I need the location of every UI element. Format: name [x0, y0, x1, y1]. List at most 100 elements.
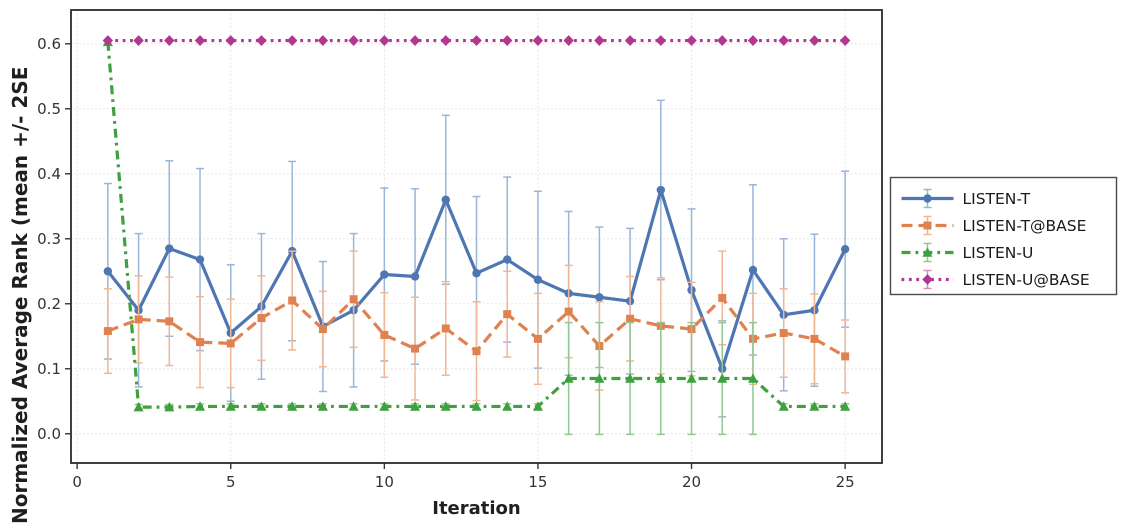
marker-square — [626, 314, 635, 323]
marker-circle — [656, 185, 666, 195]
marker-square — [288, 296, 297, 305]
marker-square — [533, 334, 542, 343]
marker-diamond — [256, 35, 267, 46]
marker-diamond — [471, 35, 482, 46]
legend-item-listen-u@base: LISTEN-U@BASE — [901, 269, 1090, 290]
legend-label: LISTEN-U — [963, 244, 1034, 262]
marker-diamond — [102, 35, 114, 46]
series-listen-u — [102, 36, 851, 436]
markers-listen-u@base — [102, 35, 851, 46]
marker-triangle — [747, 373, 758, 383]
marker-diamond — [839, 35, 851, 46]
marker-triangle — [502, 401, 513, 411]
x-axis-label: Iteration — [432, 498, 521, 519]
marker-triangle — [594, 373, 605, 383]
legend-label: LISTEN-U@BASE — [963, 271, 1090, 289]
x-tick-label: 0 — [72, 473, 82, 491]
marker-diamond — [440, 35, 451, 46]
marker-square — [841, 352, 850, 361]
marker-circle — [410, 272, 420, 281]
marker-triangle — [379, 401, 390, 411]
marker-square — [564, 307, 573, 316]
y-tick-label: 0.5 — [37, 100, 61, 118]
legend-label: LISTEN-T — [963, 190, 1031, 208]
marker-diamond — [379, 35, 390, 46]
markers-listen-u — [102, 36, 851, 412]
marker-circle — [472, 269, 481, 278]
marker-circle — [103, 267, 113, 276]
marker-square — [165, 317, 174, 326]
marker-triangle — [287, 401, 298, 411]
x-tick-label: 20 — [682, 473, 701, 491]
marker-triangle — [809, 401, 820, 411]
marker-diamond — [655, 35, 667, 46]
marker-square — [134, 315, 143, 324]
marker-diamond — [317, 35, 329, 46]
legend-label: LISTEN-T@BASE — [963, 217, 1087, 235]
marker-square — [380, 330, 389, 339]
marker-square — [923, 221, 932, 230]
marker-triangle — [655, 373, 666, 383]
y-axis-label: Normalized Average Rank (mean +/- 2SE — [8, 67, 32, 524]
marker-triangle — [164, 401, 175, 412]
marker-diamond — [225, 35, 236, 46]
marker-diamond — [194, 35, 206, 46]
marker-diamond — [624, 35, 636, 46]
marker-square — [718, 293, 727, 302]
marker-diamond — [809, 35, 820, 46]
marker-triangle — [840, 401, 851, 411]
x-tick-label: 25 — [836, 473, 855, 491]
y-tick-label: 0.4 — [37, 165, 61, 183]
plot-border — [70, 9, 883, 464]
marker-square — [349, 295, 358, 304]
x-tick-label: 10 — [375, 473, 394, 491]
marker-circle — [840, 244, 850, 254]
marker-square — [103, 327, 112, 336]
marker-triangle — [195, 401, 206, 411]
series-listen-u@base — [102, 35, 851, 46]
marker-triangle — [532, 401, 543, 411]
marker-diamond — [778, 35, 789, 46]
x-tick-label: 15 — [528, 473, 547, 491]
marker-diamond — [409, 35, 421, 46]
markers-listen-t — [103, 185, 850, 373]
marker-diamond — [922, 274, 933, 285]
marker-diamond — [502, 35, 513, 46]
marker-circle — [595, 293, 604, 302]
marker-diamond — [563, 35, 574, 46]
marker-triangle — [348, 401, 359, 411]
marker-diamond — [348, 35, 359, 46]
marker-square — [196, 338, 205, 347]
y-tick-label: 0.2 — [37, 295, 61, 313]
marker-triangle — [225, 401, 236, 411]
x-tick-label: 5 — [226, 473, 236, 491]
marker-square — [503, 310, 512, 319]
marker-circle — [165, 244, 174, 253]
marker-diamond — [717, 35, 728, 46]
marker-square — [411, 344, 420, 353]
marker-diamond — [133, 35, 144, 46]
marker-triangle — [778, 401, 789, 411]
marker-triangle — [133, 401, 144, 412]
marker-square — [779, 329, 788, 338]
legend-item-listen-t: LISTEN-T — [901, 188, 1031, 209]
marker-triangle — [410, 401, 421, 411]
legend-item-listen-u: LISTEN-U — [901, 242, 1034, 263]
marker-circle — [533, 275, 543, 284]
marker-diamond — [594, 35, 605, 46]
marker-circle — [441, 195, 450, 204]
marker-diamond — [286, 35, 298, 46]
y-tick-label: 0.6 — [37, 35, 61, 53]
y-tick-label: 0.3 — [37, 230, 61, 248]
marker-triangle — [922, 247, 933, 257]
marker-triangle — [625, 373, 636, 383]
marker-diamond — [686, 35, 697, 46]
marker-diamond — [532, 35, 544, 46]
marker-square — [226, 339, 235, 348]
series-listen-t@base — [103, 250, 850, 402]
legend-item-listen-t@base: LISTEN-T@BASE — [901, 215, 1087, 236]
marker-triangle — [717, 373, 728, 383]
marker-square — [318, 325, 327, 334]
